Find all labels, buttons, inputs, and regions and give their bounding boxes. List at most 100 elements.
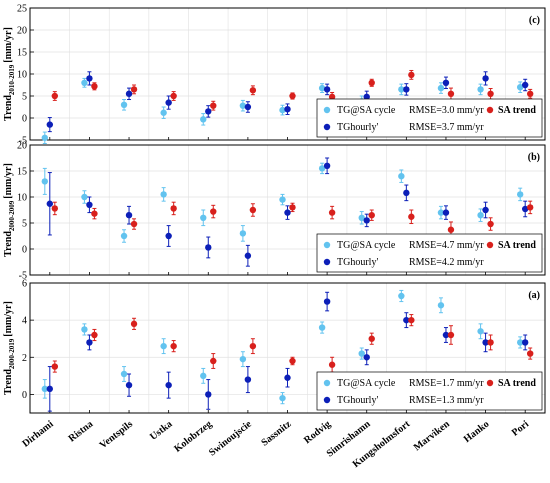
data-point [358,211,365,225]
marker [41,134,49,141]
data-point [91,207,98,220]
data-point [170,201,177,216]
marker [46,200,54,207]
marker [442,209,450,216]
marker [289,92,296,100]
marker [318,324,326,331]
y-axis-label-unit: [mm/yr] [3,163,14,199]
marker [125,90,133,98]
data-point [482,71,489,86]
data-point [160,187,167,202]
marker [318,84,326,92]
y-axis-label: Trend2010-2019[mm/yr] [3,27,16,121]
marker [86,75,93,82]
legend-entry-tg-sa-cycle: TG@SA cycle RMSE=1.7 mm/yr [323,378,484,389]
marker [368,335,375,342]
series-tg-hourly [46,291,529,412]
data-point [86,71,93,86]
data-point [239,99,247,112]
marker [120,101,128,109]
marker [130,320,138,328]
y-tick-label: 0 [22,245,27,256]
legend-box [316,233,543,273]
station-label: Dirhami [20,419,55,450]
data-point [81,77,88,88]
data-point [86,334,93,351]
data-point [408,314,415,327]
data-point [120,366,128,382]
y-tick-label: 20 [17,141,27,152]
data-point [358,347,365,360]
marker [41,178,49,185]
marker [323,298,331,305]
data-point [482,201,489,219]
station-label: Marviken [412,418,452,453]
marker [363,354,370,361]
marker [477,212,484,219]
marker [86,201,93,208]
station-label: Ventspils [98,419,135,451]
marker [244,376,252,383]
marker [526,90,534,98]
data-point [323,157,331,175]
marker [477,328,484,335]
legend-label: TGhourly' [337,257,378,268]
marker [239,230,247,237]
marker [482,339,489,346]
data-point [239,351,247,368]
data-point [437,297,445,314]
station-label: Sassnitz [259,418,293,448]
data-point [46,366,54,412]
data-point [249,85,257,96]
panel-label: (b) [528,152,540,163]
data-point [487,334,494,351]
marker [447,331,455,339]
marker [398,292,405,300]
y-axis-label-main: Trend [3,231,14,257]
marker [51,363,59,370]
data-point [244,366,252,394]
legend-label: TG@SA cycle [337,378,396,389]
marker [521,205,529,213]
y-tick-label: -5 [19,136,27,147]
marker [477,86,484,93]
y-tick-label: 5 [22,92,27,103]
marker [521,81,529,89]
data-point [447,87,455,101]
data-point [120,99,128,111]
marker [487,339,494,346]
data-point [526,88,534,99]
y-tick-label: 25 [17,4,27,15]
marker [205,391,212,398]
marker [487,220,494,228]
legend-marker [323,106,331,114]
data-point [487,217,494,231]
data-point [284,367,291,388]
marker [81,193,88,201]
data-point [51,201,59,216]
data-point [398,83,405,96]
marker [249,342,257,350]
marker [516,339,524,346]
data-point [210,100,217,111]
marker [51,205,59,212]
data-point [289,92,296,100]
marker [91,83,98,90]
marker [239,102,247,109]
data-point [318,162,326,175]
data-point [521,200,529,218]
marker [165,232,172,240]
data-point [442,205,450,220]
marker [516,191,524,198]
legend-label: SA trend [498,240,536,251]
marker [120,370,128,378]
marker [160,342,167,350]
series-tg-hourly [46,157,529,267]
legend-entry-sa-trend: SA trend [486,240,536,251]
data-point [487,88,494,100]
y-axis-label-main: Trend [3,95,14,121]
marker [200,116,207,123]
marker [328,361,336,368]
legend-label: SA trend [498,105,536,116]
marker [200,214,207,221]
